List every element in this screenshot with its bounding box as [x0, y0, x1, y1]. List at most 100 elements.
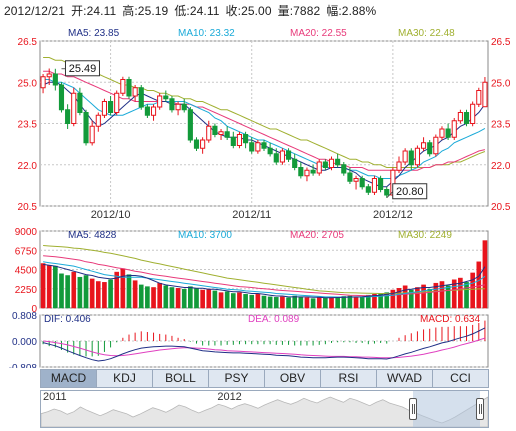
macd-dea-line [43, 337, 486, 359]
candle-body [414, 147, 420, 166]
candle-body [328, 158, 335, 168]
volume-bar [230, 293, 236, 309]
change-label: 幅: [326, 4, 342, 18]
candle-body [126, 79, 132, 97]
volume-bar [445, 285, 451, 309]
tab-psy[interactable]: PSY [209, 370, 265, 387]
volume-bar [280, 296, 285, 309]
volume-bar [421, 284, 426, 309]
candle-body [482, 81, 488, 108]
volume-bar [267, 296, 273, 309]
volume-bar [298, 296, 304, 309]
tab-obv[interactable]: OBV [265, 370, 321, 387]
candle-body [193, 139, 200, 149]
candle-body [89, 125, 95, 144]
candle-body [157, 95, 163, 108]
volume-bar [224, 291, 230, 309]
candle-body [347, 172, 353, 182]
stock-chart[interactable]: 26.5 26.5 25.0 25.0 23.5 23.5 22.0 22.0 20.5 20.5… [0, 0, 516, 368]
tab-rsi[interactable]: RSI [321, 370, 377, 387]
volume-bar [476, 261, 482, 309]
volume-bar [120, 268, 126, 309]
tab-macd[interactable]: MACD [41, 370, 97, 387]
annotation-box [392, 183, 428, 200]
candle-body [40, 76, 46, 89]
volume-bar [310, 298, 316, 309]
volume-bar [329, 296, 334, 309]
price-legend-4: MA30: 22.48 [398, 28, 455, 39]
volume-bar [169, 287, 175, 309]
volume-bar [132, 280, 138, 309]
candle-body [316, 161, 322, 174]
volume-bar [316, 297, 322, 309]
volume-bar [77, 276, 83, 309]
macd-dif-line [42, 327, 486, 362]
volume-bar [65, 275, 70, 309]
tab-boll[interactable]: BOLL [153, 370, 209, 387]
volume-bar [396, 288, 402, 309]
volume-bar [427, 288, 433, 309]
navigator-left-handle[interactable] [409, 398, 418, 420]
candle-body [224, 131, 230, 138]
volume-bar [95, 281, 101, 309]
volume-bar [126, 274, 132, 309]
volume-bar [482, 240, 488, 309]
volume-bar [83, 275, 89, 309]
candle-body [108, 101, 114, 113]
volume-legend-1: MA5: 4828 [68, 230, 117, 241]
volume-bar [384, 292, 390, 309]
tab-cci[interactable]: CCI [450, 371, 471, 385]
volume-bar [292, 295, 298, 309]
price-xtick-label: 2012/10 [91, 209, 131, 221]
volume-bar [433, 282, 439, 309]
volume-bar [138, 284, 144, 309]
volume-bar [408, 289, 414, 309]
price-ytick-left: 20.5 [18, 202, 38, 213]
volume-bar [237, 292, 242, 309]
quote-header: 2012/12/21 开:24.11 高:25.19 低:24.11 收:25.00 量:… [4, 2, 382, 19]
volume-bar [255, 294, 261, 309]
candle-body [267, 147, 273, 155]
candle-body [292, 158, 298, 168]
time-navigator[interactable]: 2011 2012 [40, 390, 489, 428]
navigator-right-handle[interactable] [475, 398, 484, 420]
volume-bar [102, 282, 107, 309]
candle-body [52, 73, 58, 86]
candle-body [396, 161, 402, 171]
volume-bar [439, 281, 445, 309]
volume-bar [108, 279, 113, 309]
volume-bar [40, 263, 46, 309]
annotation-label: 25.49 [69, 63, 97, 75]
macd-ytick: 0.808 [12, 311, 37, 322]
candle-body [445, 128, 451, 138]
candle-body [236, 134, 243, 146]
volume-label: 量: [277, 4, 294, 18]
candle-body [181, 103, 187, 111]
price-legend-3: MA20: 22.55 [290, 28, 347, 39]
candle-body [101, 101, 108, 116]
volume-bar [286, 297, 291, 309]
volume-bar [53, 265, 58, 309]
close-value: 25.00 [241, 4, 272, 18]
volume-ytick: 4500 [15, 266, 38, 277]
candle-body [322, 161, 328, 168]
low-value: 24.11 [189, 4, 220, 18]
candle-body [46, 73, 52, 78]
volume-bar [194, 288, 199, 309]
volume-bar [366, 294, 371, 309]
candle-body [187, 109, 193, 141]
navigator-window[interactable] [413, 391, 480, 427]
tab-kdj[interactable]: KDJ [97, 370, 153, 387]
candle-body [420, 142, 427, 149]
tab-wvad[interactable]: WVAD [377, 370, 433, 387]
volume-ytick: 9000 [15, 227, 38, 238]
volume-bar [206, 288, 212, 309]
candle-body [371, 178, 378, 193]
volume-bar [458, 277, 463, 309]
candle-body [304, 169, 310, 177]
price-legend-2: MA10: 23.32 [178, 28, 235, 39]
volume-bar [243, 294, 248, 309]
volume-ma10-line [43, 261, 486, 298]
candle-body [95, 114, 101, 127]
close-label: 收: [225, 4, 242, 18]
